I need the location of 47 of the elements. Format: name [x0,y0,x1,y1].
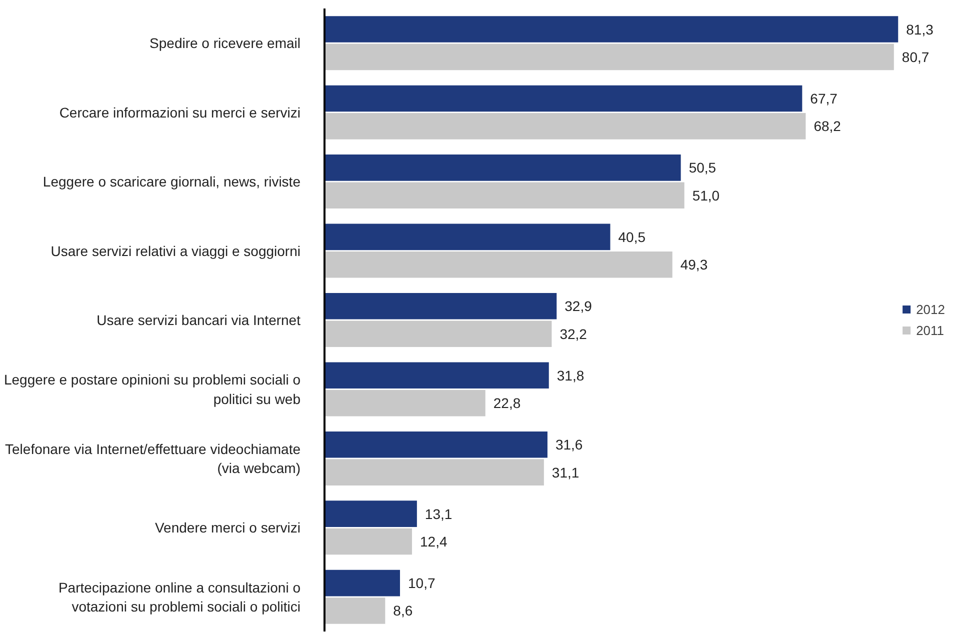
bar [324,431,548,458]
data-label: 31,6 [555,436,583,453]
bar [324,154,681,181]
bar [324,293,557,320]
bar [324,390,486,416]
y-tick-label: Vendere merci o servizi [154,520,301,536]
data-label: 81,3 [906,21,934,38]
data-label: 22,8 [493,395,521,412]
data-label: 32,9 [564,298,592,314]
bar [324,500,417,527]
data-label: 8,6 [393,602,413,619]
y-tick-label: Usare servizi bancari via Internet [96,312,301,328]
legend-label: 2011 [916,322,944,338]
y-tick-label: Spedire o ricevere email [150,35,301,52]
data-label: 51,0 [692,187,720,204]
data-label: 40,5 [618,228,646,245]
y-tick-label: Partecipazione online a consultazioni o votazioni su problemi sociali o politici [58,579,301,614]
legend-label: 2012 [916,302,945,316]
data-label: 68,2 [814,118,842,134]
bar [324,44,894,70]
bar [324,85,802,112]
data-label: 49,3 [680,256,708,273]
bar [324,320,552,347]
y-tick-label: Cercare informazioni su merci e servizi [59,104,301,120]
data-label: 50,5 [688,160,716,176]
bar [324,16,898,42]
bar [324,570,400,596]
data-label: 13,1 [424,506,452,522]
bar [324,459,544,486]
y-tick-label: Telefonare via Internet/effettuare videochiamate (via webcam) [5,440,301,476]
data-label: 31,8 [556,367,584,384]
data-label: 12,4 [420,534,448,550]
bar [324,182,684,209]
bar [324,224,610,250]
data-label: 32,2 [560,326,588,342]
bar [324,362,549,389]
data-label: 31,1 [552,464,580,480]
data-label: 80,7 [902,48,930,65]
y-tick-label: Leggere e postare opinioni su problemi sociali o politici su web [4,372,301,407]
data-label: 67,7 [810,90,838,106]
bar [324,598,386,624]
y-tick-label: Leggere o scaricare giornali, news, riviste [42,174,301,190]
bar [324,113,806,140]
data-label: 10,7 [408,575,436,592]
bar [324,251,672,278]
bar [324,528,412,555]
y-tick-label: Usare servizi relativi a viaggi e soggiorni [50,242,301,259]
